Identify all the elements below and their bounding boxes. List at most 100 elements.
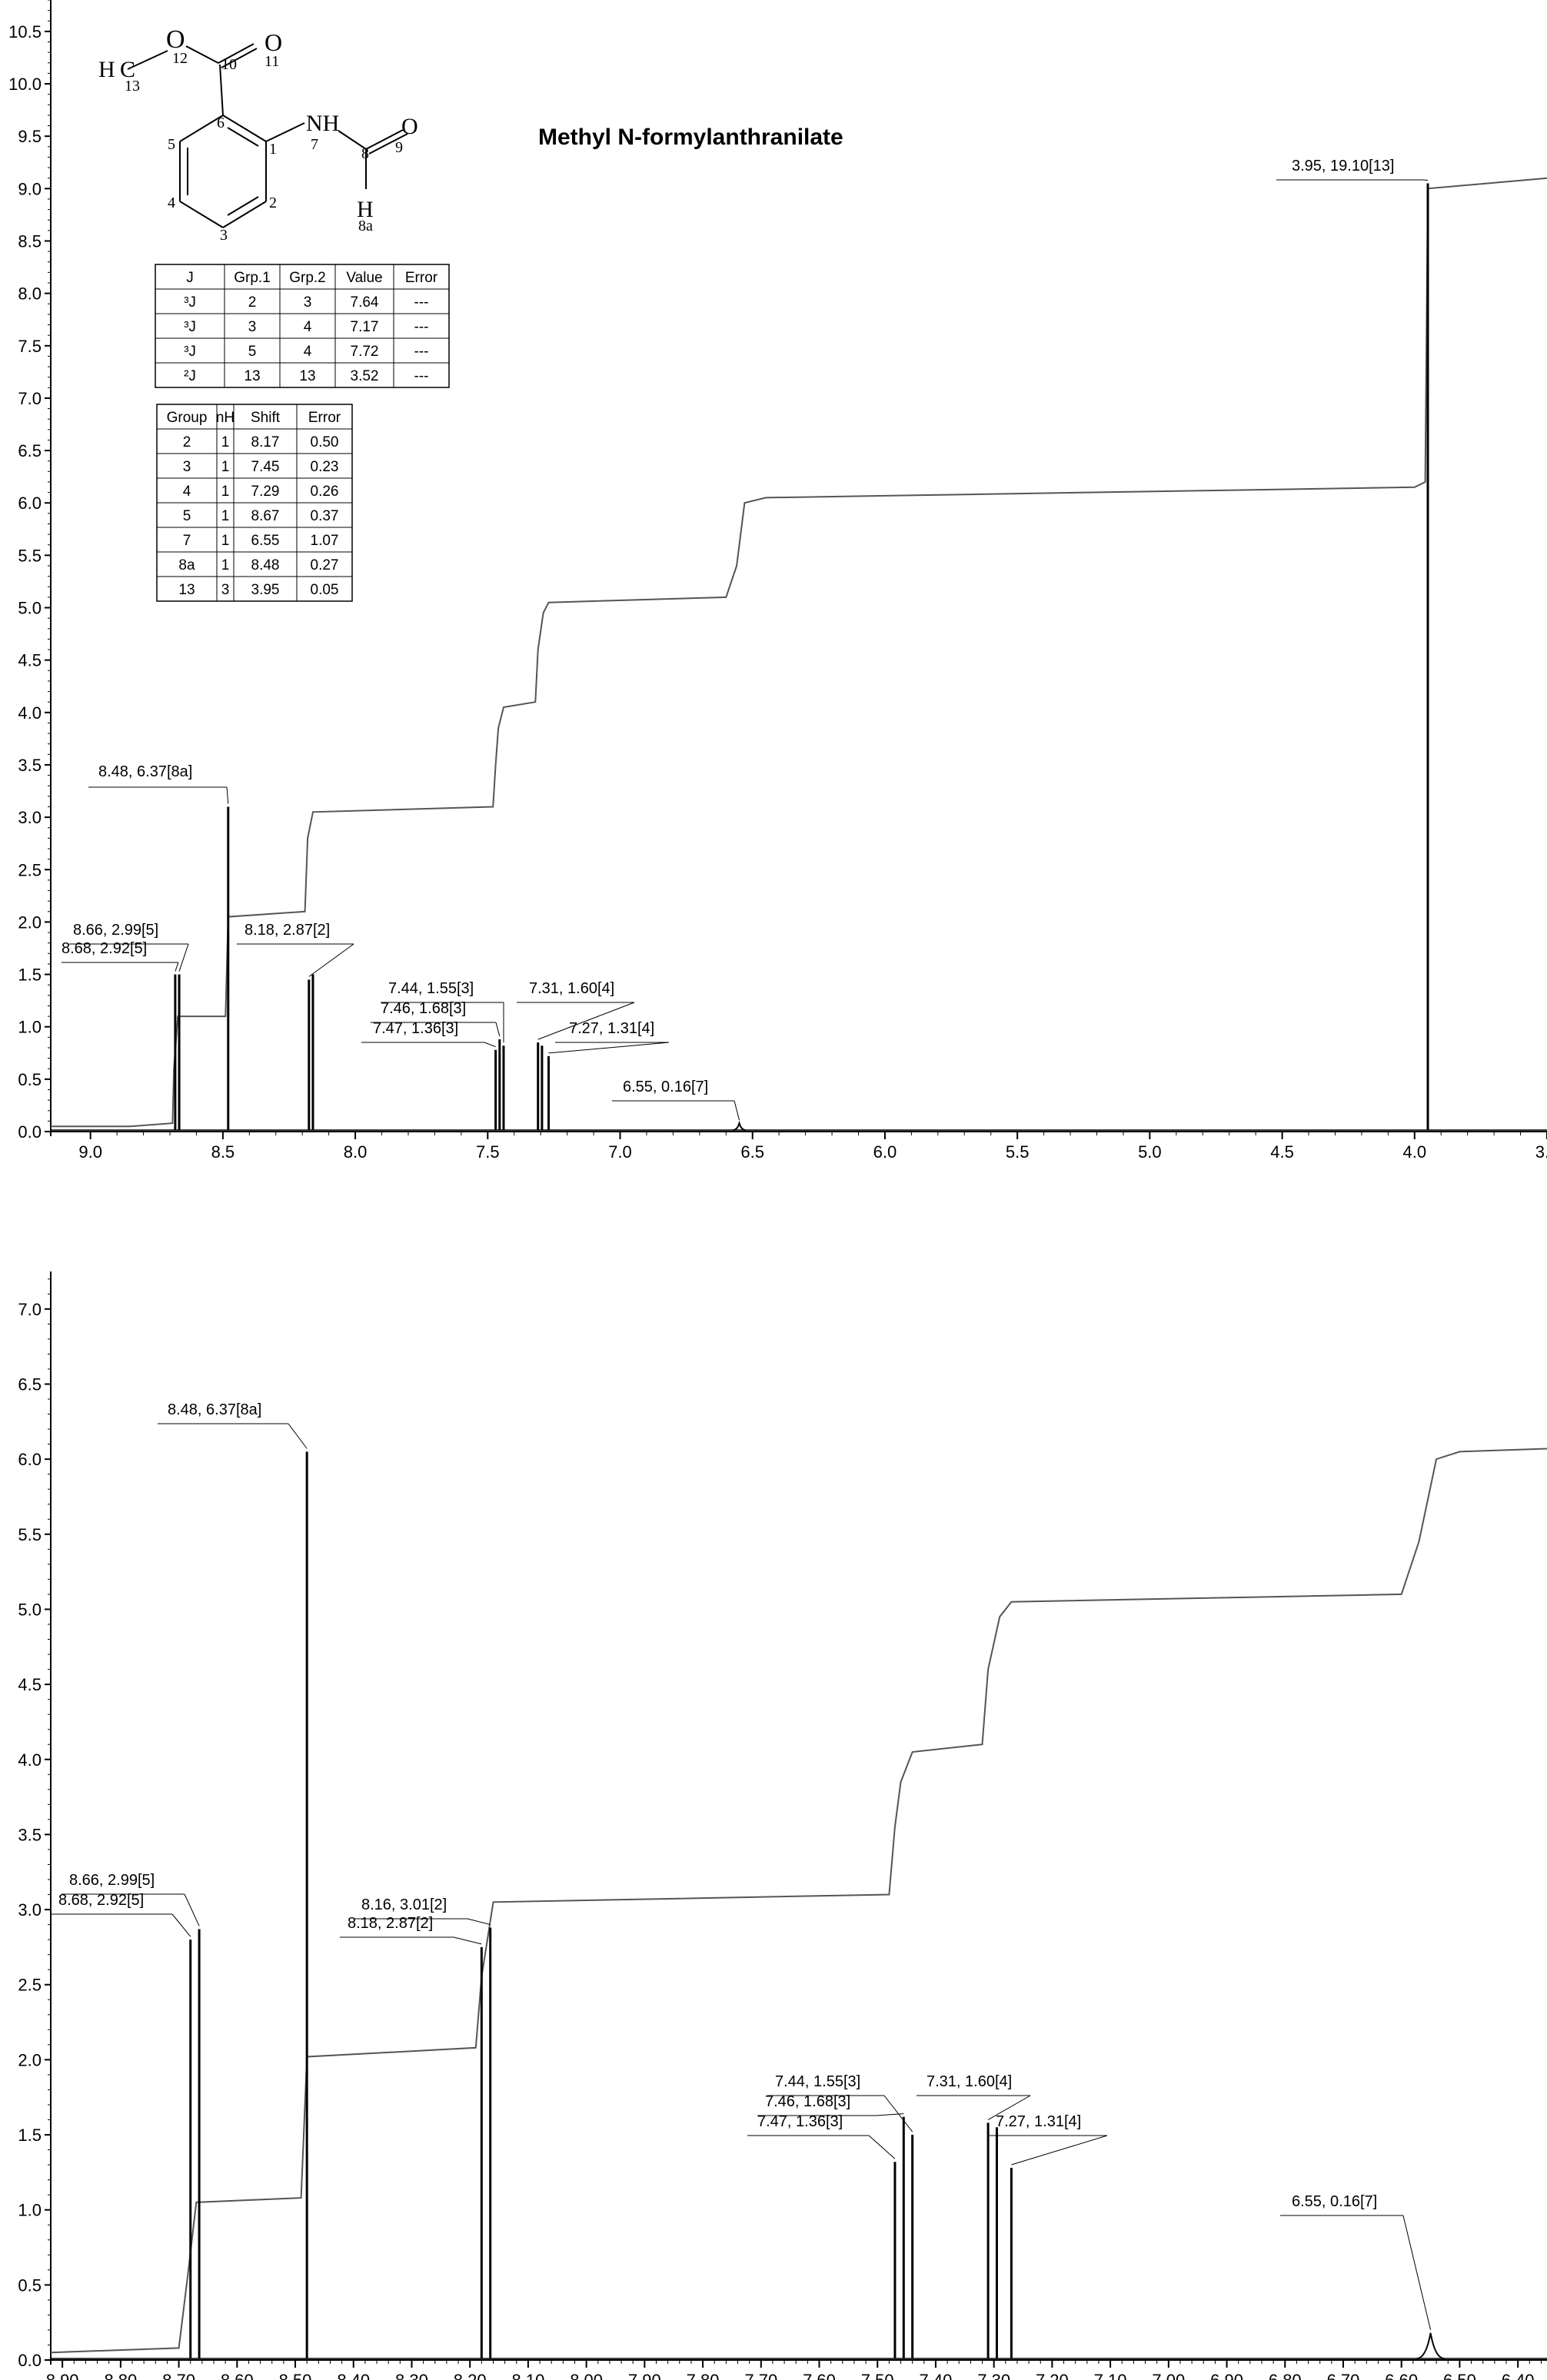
x-tick-label: 6.0: [873, 1142, 897, 1162]
y-tick-label: 5.0: [18, 599, 42, 618]
table-cell: 8.67: [251, 508, 280, 524]
table-cell: ---: [414, 294, 429, 311]
peak-line: [733, 1120, 746, 1131]
table-cell: 4: [304, 319, 312, 335]
peak-label-leader: [537, 1002, 635, 1040]
atom-number: 4: [168, 194, 175, 211]
x-tick-label: 8.30: [395, 2371, 428, 2380]
atom-number: 11: [264, 53, 279, 70]
table-cell: J: [186, 270, 194, 286]
peak-label-leader: [548, 1042, 670, 1054]
table-cell: Value: [346, 270, 382, 286]
table-cell: 4: [183, 484, 191, 500]
table-cell: ³J: [184, 319, 196, 335]
atom-label: NH: [306, 111, 339, 136]
table-cell: 7.45: [251, 459, 280, 475]
peak-label-leader: [288, 1423, 308, 1449]
y-tick-label: 7.5: [18, 337, 42, 356]
table-cell: 8.17: [251, 434, 280, 450]
peak-label: 7.44, 1.55[3]: [388, 980, 474, 997]
table-cell: 3.95: [251, 582, 280, 598]
y-tick-label: 6.0: [18, 1450, 42, 1469]
coupling-table: J Grp.1 Grp.2 Value Error ³J 2 3 7.64 --- ³J 3 4 7.17…: [155, 264, 450, 388]
atom-number: 7: [311, 136, 318, 153]
y-tick-label: 6.5: [18, 1374, 42, 1394]
peak-label: 7.44, 1.55[3]: [775, 2073, 860, 2090]
peak-label-leader: [178, 943, 189, 972]
y-tick-label: 4.5: [18, 651, 42, 670]
peak-label-leader: [876, 2113, 904, 2116]
table-cell: Shift: [251, 410, 281, 426]
shift-table: Group nH Shift Error 2 1 8.17 0.50 3 1 7.45 0.23 4 1 7…: [156, 404, 353, 602]
y-tick-label: 1.0: [18, 2201, 42, 2220]
chart-title: Methyl N-formylanthranilate: [538, 125, 843, 150]
table-cell: 13: [178, 582, 195, 598]
peak-label-leader: [868, 2135, 896, 2159]
atom-number: 5: [168, 136, 175, 153]
table-cell: 1: [221, 533, 230, 549]
x-tick-label: 7.30: [977, 2371, 1010, 2380]
x-tick-label: 8.10: [511, 2371, 544, 2380]
peak-label-leader: [1011, 2135, 1108, 2166]
atom-number: 9: [395, 139, 403, 156]
x-tick-label: 8.70: [162, 2371, 195, 2380]
x-tick-label: 4.0: [1402, 1142, 1426, 1162]
y-tick-label: 0.5: [18, 1070, 42, 1089]
atom-label: O: [166, 25, 185, 54]
y-tick-label: 5.0: [18, 1600, 42, 1619]
x-tick-label: 3.5: [1535, 1142, 1547, 1162]
table-cell: 1: [221, 434, 230, 450]
atom-label: H: [98, 57, 115, 82]
atom-number: 1: [269, 141, 277, 158]
atom-number: 10: [221, 56, 237, 73]
x-tick-label: 6.5: [740, 1142, 764, 1162]
table-cell: 7: [183, 533, 191, 549]
table-cell: 7.17: [351, 319, 379, 335]
table-cell: ²J: [184, 368, 196, 384]
table-cell: 7.29: [251, 484, 280, 500]
peak-label-leader: [184, 1893, 200, 1926]
y-tick-label: 4.5: [18, 1675, 42, 1694]
x-tick-label: 8.60: [221, 2371, 254, 2380]
table-cell: 3.52: [351, 368, 379, 384]
x-tick-label: 8.20: [454, 2371, 487, 2380]
table-cell: 2: [248, 294, 257, 311]
table-cell: Grp.2: [289, 270, 326, 286]
table-cell: 0.23: [311, 459, 339, 475]
atom-number: 12: [172, 50, 188, 67]
table-cell: 1: [221, 484, 230, 500]
table-cell: 6.55: [251, 533, 280, 549]
y-tick-label: 4.0: [18, 703, 42, 723]
peak-label: 8.18, 2.87[2]: [348, 1915, 433, 1932]
table-cell: ³J: [184, 344, 196, 360]
x-tick-label: 7.50: [861, 2371, 894, 2380]
y-tick-label: 7.0: [18, 389, 42, 408]
table-cell: ---: [414, 368, 429, 384]
table-cell: ---: [414, 344, 429, 360]
y-tick-label: 5.5: [18, 546, 42, 565]
peak-label-leader: [1402, 2215, 1432, 2330]
atom-number: 6: [217, 115, 225, 131]
peak-label-leader: [987, 2095, 1031, 2120]
peak-label-leader: [308, 943, 354, 977]
table-cell: 3: [248, 319, 257, 335]
x-tick-label: 8.00: [570, 2371, 603, 2380]
x-tick-label: 5.0: [1138, 1142, 1162, 1162]
peak-label: 3.95, 19.10[13]: [1292, 158, 1394, 175]
table-cell: 5: [248, 344, 257, 360]
x-tick-label: 6.90: [1210, 2371, 1243, 2380]
atom-label: C: [120, 57, 135, 82]
table-cell: 1.07: [311, 533, 339, 549]
peak-label: 7.46, 1.68[3]: [765, 2093, 850, 2110]
table-cell: 7.72: [351, 344, 379, 360]
x-tick-label: 6.80: [1269, 2371, 1302, 2380]
y-tick-label: 9.5: [18, 127, 42, 146]
peak-label-leader: [453, 1936, 482, 1945]
y-tick-label: 1.5: [18, 2126, 42, 2145]
table-cell: 13: [299, 368, 315, 384]
y-tick-label: 2.0: [18, 912, 42, 932]
peak-line: [1416, 2332, 1445, 2359]
x-tick-label: 4.5: [1270, 1142, 1294, 1162]
